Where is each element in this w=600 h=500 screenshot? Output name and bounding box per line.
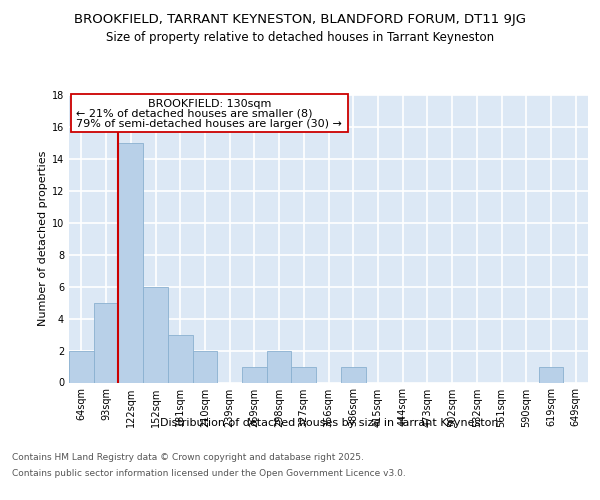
Y-axis label: Number of detached properties: Number of detached properties [38,151,47,326]
Bar [267,350,292,382]
Bar [193,350,217,382]
Text: ← 21% of detached houses are smaller (8): ← 21% of detached houses are smaller (8) [76,108,313,118]
Bar [292,366,316,382]
FancyBboxPatch shape [71,94,348,132]
Text: Contains public sector information licensed under the Open Government Licence v3: Contains public sector information licen… [12,468,406,477]
Bar [118,143,143,382]
Text: Distribution of detached houses by size in Tarrant Keyneston: Distribution of detached houses by size … [160,418,498,428]
Bar [242,366,267,382]
Text: BROOKFIELD, TARRANT KEYNESTON, BLANDFORD FORUM, DT11 9JG: BROOKFIELD, TARRANT KEYNESTON, BLANDFORD… [74,12,526,26]
Bar [69,350,94,382]
Bar [94,302,118,382]
Text: Contains HM Land Registry data © Crown copyright and database right 2025.: Contains HM Land Registry data © Crown c… [12,454,364,462]
Bar [341,366,365,382]
Text: Size of property relative to detached houses in Tarrant Keyneston: Size of property relative to detached ho… [106,31,494,44]
Bar [168,334,193,382]
Text: BROOKFIELD: 130sqm: BROOKFIELD: 130sqm [148,99,272,109]
Bar [539,366,563,382]
Bar [143,286,168,382]
Text: 79% of semi-detached houses are larger (30) →: 79% of semi-detached houses are larger (… [76,119,342,129]
